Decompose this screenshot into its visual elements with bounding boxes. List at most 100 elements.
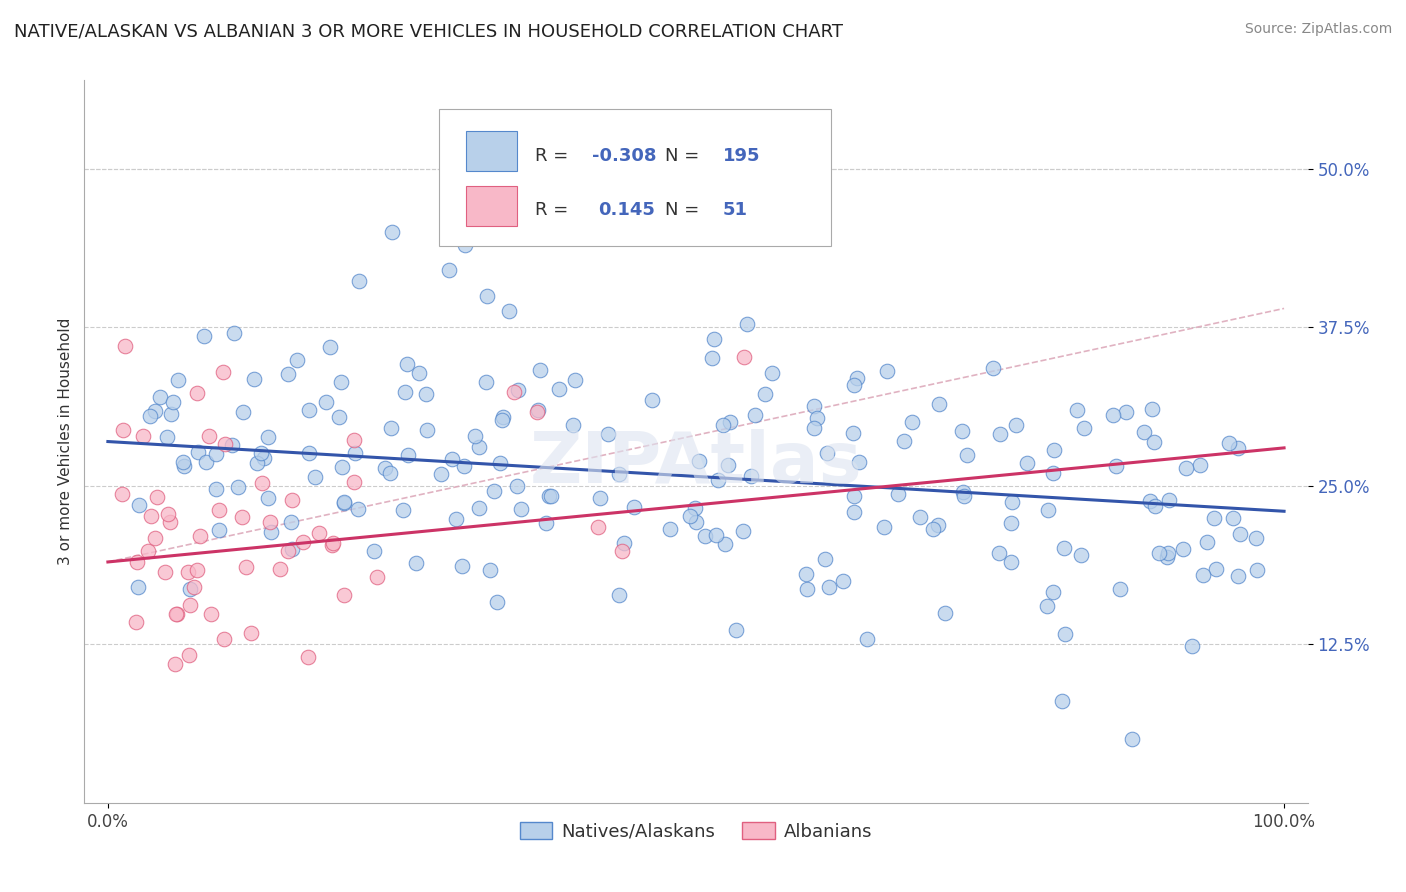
Point (143, 404, 166, 418)
Point (167, 373, 190, 387)
Point (1181, 640, 1204, 654)
Point (848, 455, 870, 469)
Point (1192, 567, 1215, 582)
Point (408, 366, 430, 380)
Point (396, 448, 419, 462)
FancyBboxPatch shape (465, 186, 517, 227)
Point (139, 409, 162, 423)
Point (988, 546, 1011, 560)
Point (713, 536, 735, 550)
Point (226, 480, 249, 494)
Point (246, 456, 269, 470)
Point (842, 378, 865, 392)
Point (396, 357, 419, 371)
Point (143, 532, 166, 546)
Point (177, 648, 200, 662)
Text: R =: R = (534, 147, 574, 165)
Point (704, 528, 727, 542)
Point (1000, 555, 1022, 569)
Point (529, 363, 551, 377)
Point (415, 386, 437, 401)
Point (1244, 532, 1267, 546)
Point (1139, 494, 1161, 508)
Point (527, 403, 550, 417)
Point (1000, 516, 1022, 530)
Point (607, 467, 630, 481)
Point (319, 340, 342, 354)
Point (844, 505, 866, 519)
Point (343, 433, 366, 447)
Point (111, 487, 134, 501)
Point (146, 491, 169, 505)
Point (536, 516, 558, 530)
Point (280, 515, 302, 529)
Point (239, 626, 262, 640)
Point (1053, 627, 1076, 641)
Point (873, 520, 896, 534)
Point (329, 375, 352, 389)
Point (315, 394, 337, 409)
Point (803, 399, 825, 413)
Point (679, 509, 702, 524)
Point (214, 437, 236, 451)
Point (269, 562, 291, 576)
Point (1004, 418, 1026, 433)
Point (136, 544, 159, 558)
Point (114, 339, 136, 353)
Point (796, 582, 818, 596)
Point (685, 515, 707, 529)
Point (887, 487, 910, 501)
Point (1175, 461, 1198, 475)
Point (321, 538, 343, 552)
Point (761, 367, 783, 381)
Point (330, 460, 353, 475)
Point (205, 482, 228, 496)
Point (1108, 582, 1130, 596)
Point (623, 500, 645, 514)
Point (188, 529, 211, 543)
Point (451, 559, 474, 574)
Point (415, 423, 437, 437)
Point (381, 226, 404, 240)
Point (1073, 421, 1095, 435)
Point (922, 522, 945, 536)
Point (153, 565, 176, 579)
Point (1050, 694, 1073, 708)
Point (250, 476, 273, 491)
Point (876, 364, 898, 378)
Point (298, 446, 321, 460)
Point (277, 367, 299, 381)
Point (281, 493, 304, 508)
Point (1038, 503, 1060, 517)
Point (347, 274, 370, 288)
Point (908, 510, 931, 524)
Point (183, 580, 205, 594)
Point (252, 451, 274, 466)
Point (502, 384, 524, 399)
Point (186, 563, 208, 577)
Point (486, 595, 509, 609)
Point (612, 543, 634, 558)
Point (806, 411, 828, 425)
Point (179, 598, 201, 612)
Point (173, 459, 195, 474)
Point (718, 415, 741, 429)
Point (468, 501, 491, 516)
Point (162, 395, 184, 409)
Point (754, 387, 776, 401)
Point (1121, 732, 1143, 747)
Point (983, 361, 1005, 376)
Point (607, 588, 630, 602)
Point (128, 498, 150, 512)
Point (659, 522, 682, 536)
Point (159, 515, 181, 529)
Point (1226, 442, 1249, 456)
Point (1156, 546, 1178, 560)
Point (1197, 534, 1219, 549)
Point (157, 507, 180, 521)
Point (700, 351, 723, 365)
Point (333, 588, 356, 602)
Point (125, 615, 148, 630)
Point (172, 455, 194, 469)
Point (794, 567, 817, 582)
